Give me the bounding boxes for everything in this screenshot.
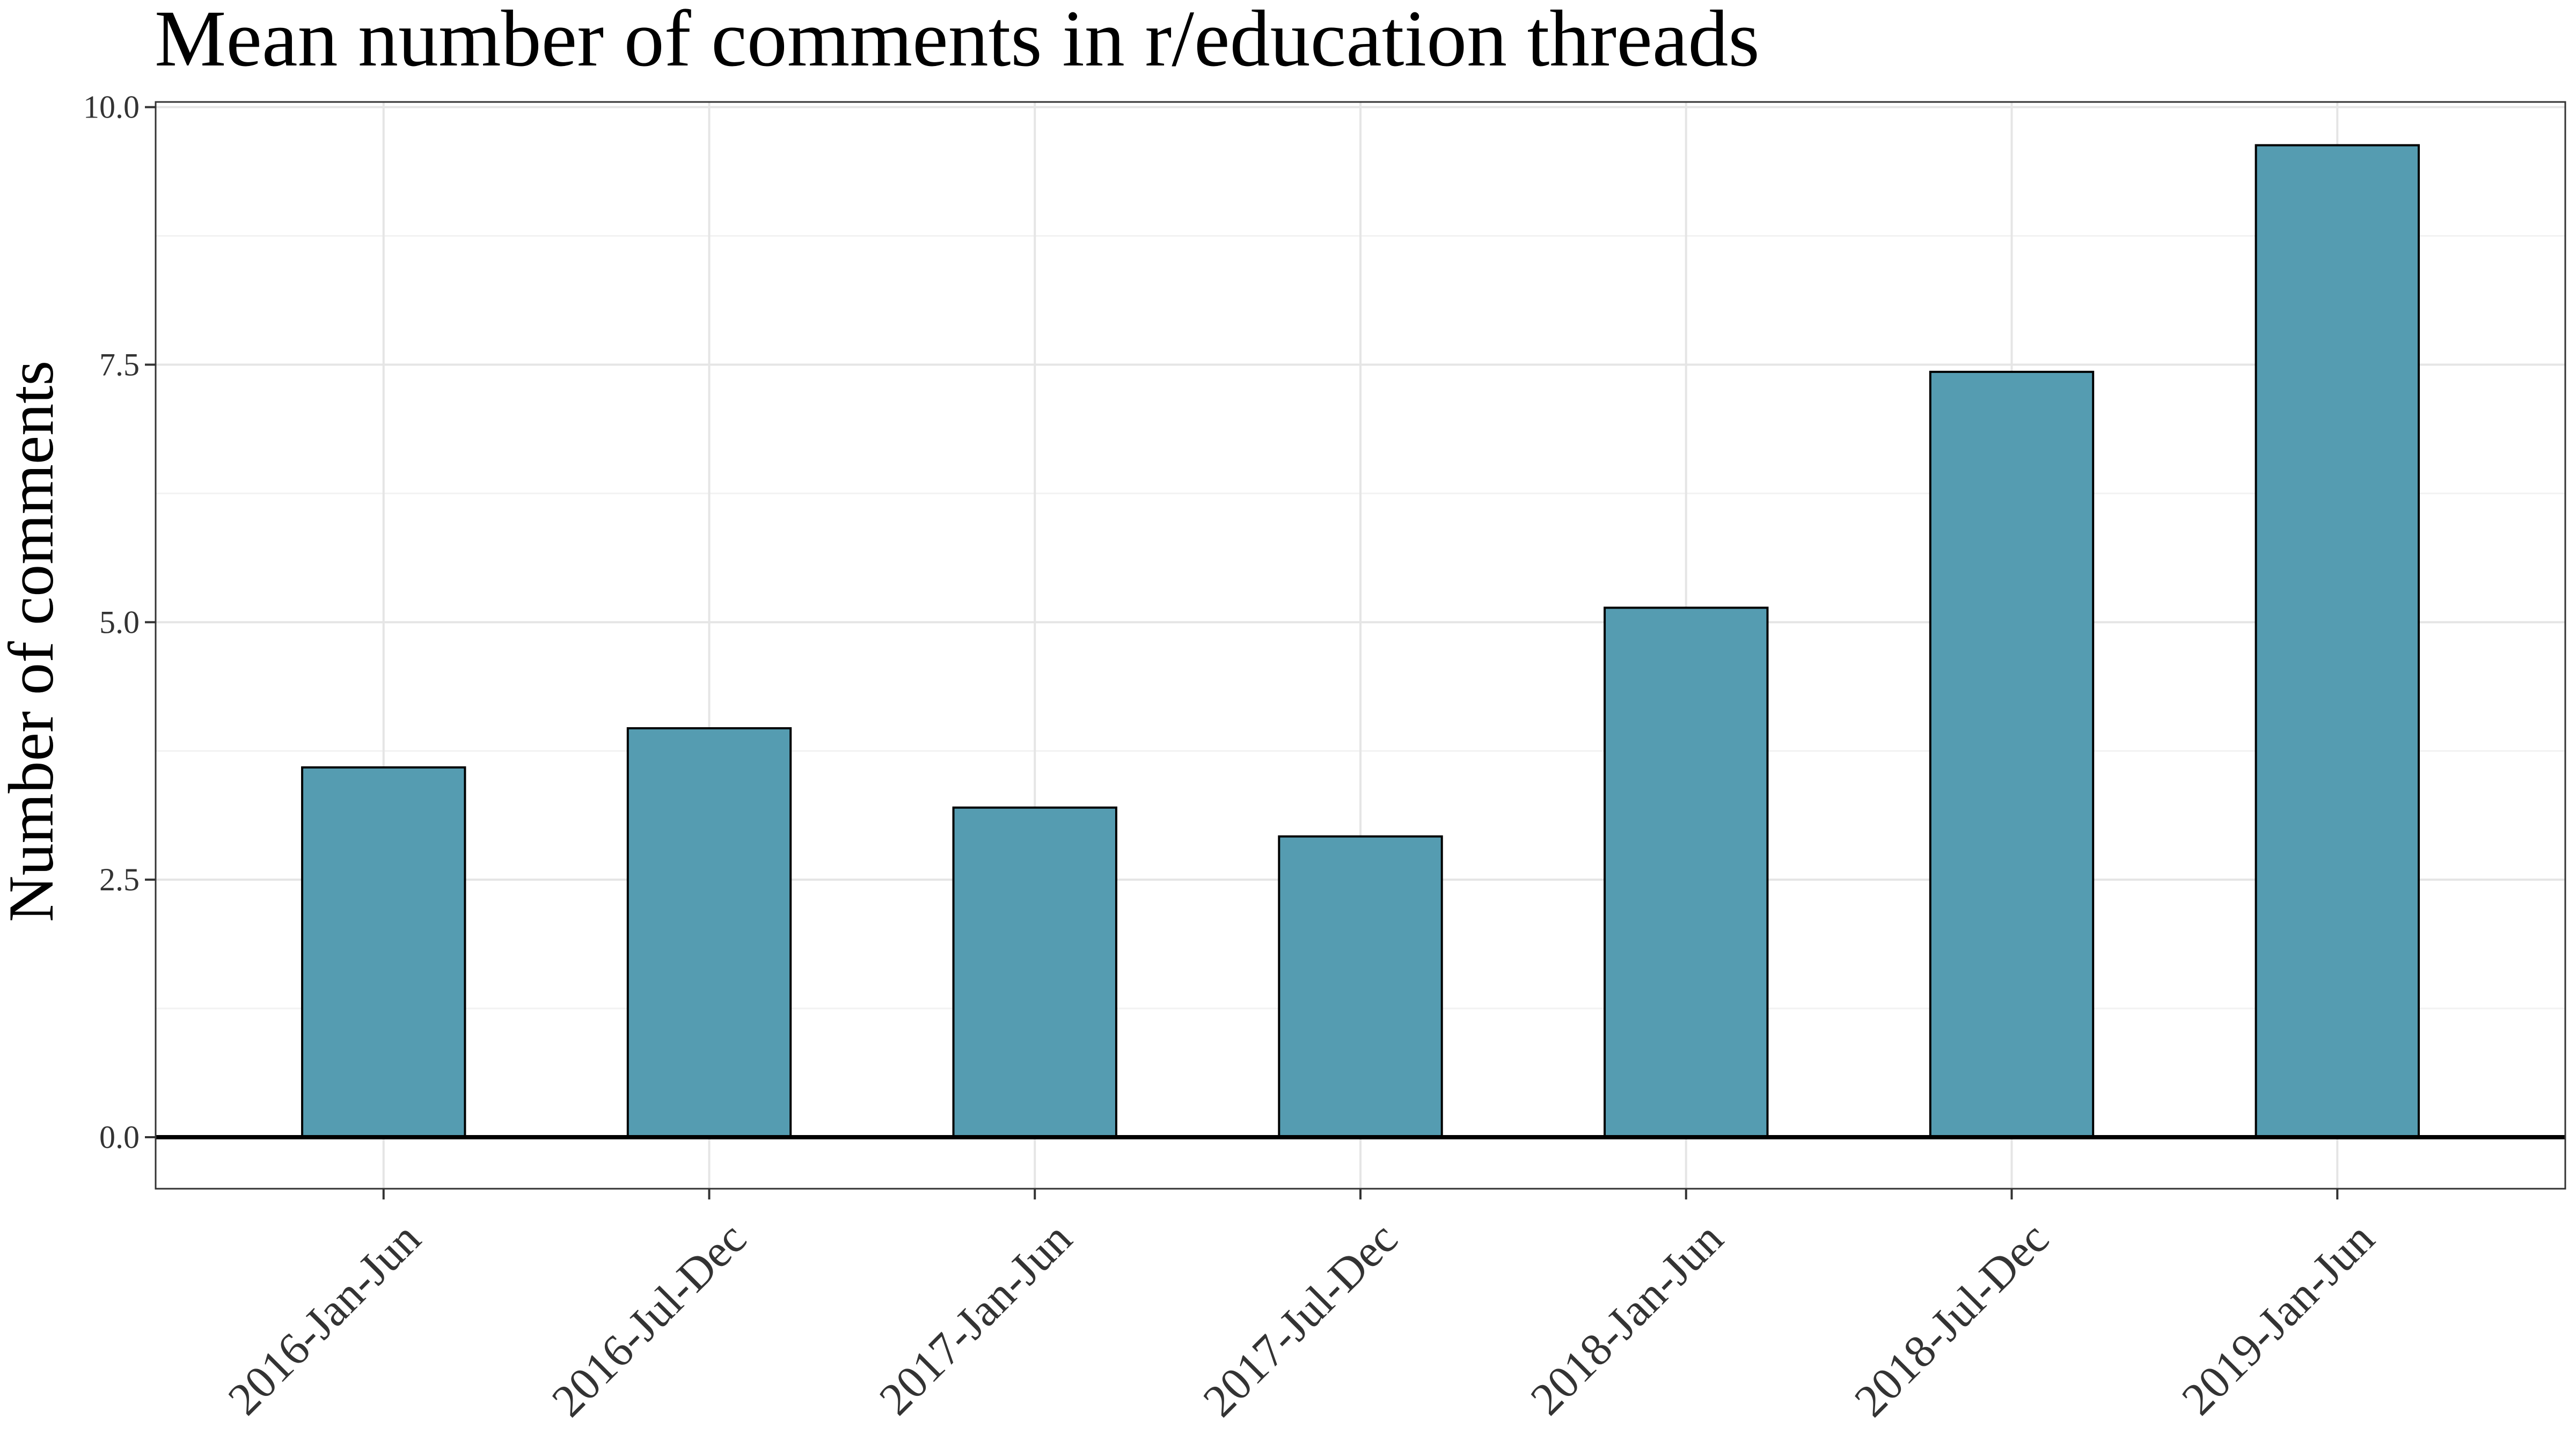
bar-2018-jul-dec	[1929, 370, 2095, 1139]
y-tick-label: 7.5	[99, 347, 140, 382]
x-tick-label: 2019-Jan-Jun	[2172, 1212, 2384, 1425]
x-tick-label: 2017-Jul-Dec	[1193, 1212, 1407, 1426]
y-tick-label: 2.5	[99, 862, 140, 897]
x-axis: 2016-Jan-Jun 2016-Jul-Dec 2017-Jan-Jun 2017…	[218, 1189, 2384, 1426]
x-tick-label: 2018-Jan-Jun	[1520, 1212, 1733, 1425]
bar-2019-jan-jun	[2255, 144, 2420, 1139]
bar-2017-jul-dec	[1278, 835, 1443, 1139]
bar-2018-jan-jun	[1604, 606, 1769, 1139]
bar-2017-jan-jun	[952, 806, 1117, 1139]
x-tick-label: 2018-Jul-Dec	[1845, 1212, 2059, 1426]
y-tick-label: 0.0	[99, 1119, 140, 1155]
x-tick-label: 2016-Jul-Dec	[542, 1212, 756, 1426]
x-tick-label: 2017-Jan-Jun	[869, 1212, 1082, 1425]
y-tick-label: 5.0	[99, 604, 140, 640]
bar-2016-jan-jun	[301, 766, 466, 1139]
chart-title: Mean number of comments in r/education t…	[155, 0, 1760, 83]
y-axis-label: Number of comments	[0, 361, 67, 922]
bar-2016-jul-dec	[626, 727, 792, 1139]
y-axis: 0.0 2.5 5.0 7.5 10.0	[83, 90, 156, 1155]
x-tick-label: 2016-Jan-Jun	[218, 1212, 430, 1425]
bars	[301, 144, 2420, 1139]
y-tick-label: 10.0	[83, 90, 140, 125]
